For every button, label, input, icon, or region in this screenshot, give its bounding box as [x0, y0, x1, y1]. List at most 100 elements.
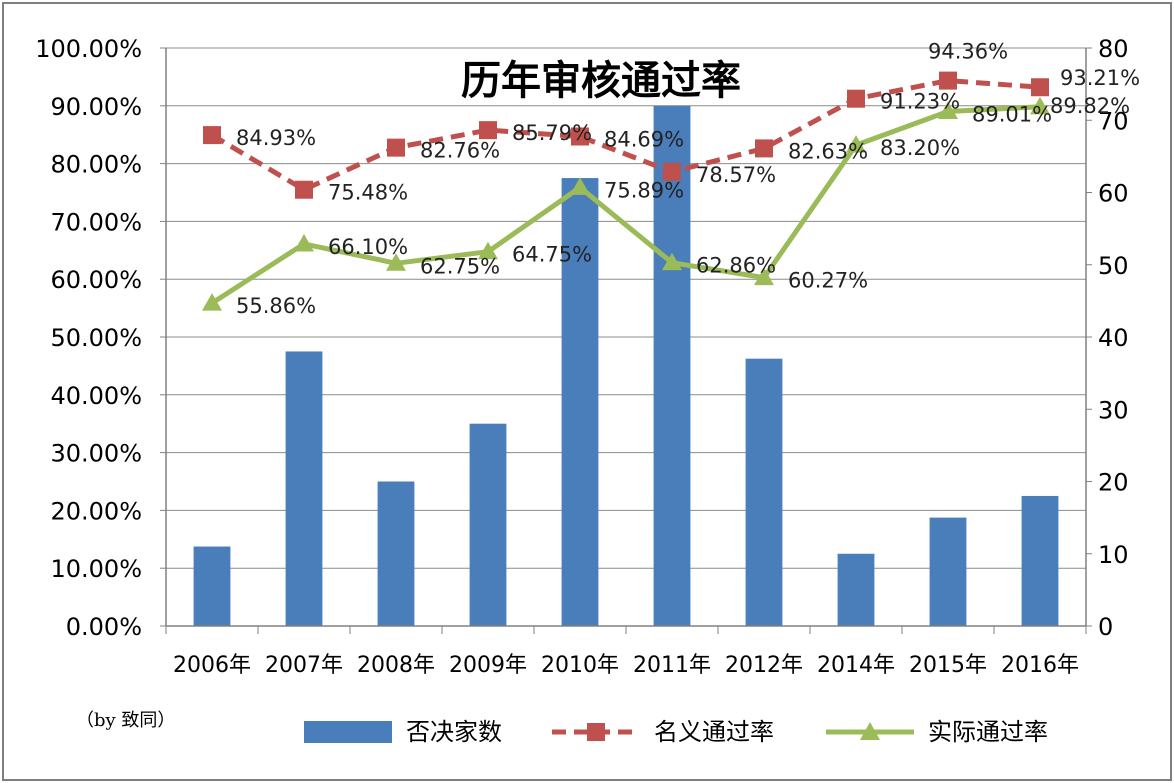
- nominal-data-label-5: 84.69%: [604, 127, 684, 151]
- x-axis-tick-label: 2006年: [173, 653, 251, 678]
- legend: 否决家数 名义通过率 实际通过率: [304, 718, 1048, 746]
- actual-data-label-5: 75.89%: [604, 178, 684, 202]
- nominal-marker-2: [295, 180, 313, 199]
- bar-8: [837, 553, 875, 626]
- actual-data-label-4: 64.75%: [512, 243, 592, 267]
- actual-marker-8: [846, 135, 866, 153]
- legend-swatch-marker-triangle: [860, 722, 880, 740]
- bar-1: [193, 546, 231, 626]
- left-axis-tick-label: 50.00%: [50, 324, 142, 352]
- actual-data-label-2: 66.10%: [328, 235, 408, 259]
- bar-4: [469, 423, 507, 626]
- x-axis-tick-label: 2008年: [357, 653, 435, 678]
- actual-data-label-9: 89.01%: [972, 103, 1052, 127]
- x-axis-tick-label: 2007年: [265, 653, 343, 678]
- actual-marker-4: [478, 241, 498, 260]
- nominal-data-label-9: 94.36%: [928, 40, 1008, 64]
- bar-3: [377, 481, 415, 626]
- nominal-data-label-10: 93.21%: [1060, 66, 1140, 90]
- left-axis-tick-label: 100.00%: [35, 35, 142, 63]
- legend-item-3: 实际通过率: [826, 718, 1048, 746]
- chart-title: 历年审核通过率: [461, 58, 741, 104]
- nominal-data-label-1: 84.93%: [236, 126, 316, 150]
- right-axis-tick-label: 0: [1098, 613, 1113, 641]
- x-axis-tick-label: 2015年: [909, 653, 987, 678]
- line-actual-path: [210, 104, 1041, 306]
- actual-marker-10: [1030, 96, 1050, 115]
- bar-5: [561, 178, 599, 627]
- nominal-marker-7: [755, 139, 773, 158]
- x-axis-tick-label: 2012年: [725, 653, 803, 678]
- right-axis-tick-label: 10: [1098, 541, 1129, 569]
- bar-7: [745, 358, 783, 626]
- bar-10: [1021, 495, 1059, 626]
- x-axis-tick-label: 2016年: [1001, 653, 1079, 678]
- line-series: [202, 71, 1050, 311]
- right-axis-tick-label: 20: [1098, 469, 1129, 497]
- actual-marker-6: [662, 252, 682, 271]
- right-axis-tick-label: 40: [1098, 324, 1129, 352]
- bar-9: [929, 517, 967, 626]
- nominal-marker-1: [203, 126, 221, 145]
- actual-marker-9: [938, 101, 958, 120]
- nominal-marker-9: [939, 71, 957, 90]
- legend-label-1: 否决家数: [406, 718, 502, 746]
- bar-series: [193, 105, 1059, 627]
- right-axis-tick-label: 60: [1098, 180, 1129, 208]
- actual-marker-3: [386, 253, 406, 271]
- nominal-marker-5: [571, 127, 589, 146]
- legend-item-2: 名义通过率: [552, 718, 774, 746]
- left-axis-tick-label: 40.00%: [50, 382, 142, 410]
- bar-2: [285, 351, 323, 626]
- right-axis-tick-label: 50: [1098, 252, 1129, 280]
- left-axis-tick-label: 80.00%: [50, 151, 142, 179]
- left-axis-tick-label: 20.00%: [50, 497, 142, 525]
- actual-data-label-1: 55.86%: [236, 294, 316, 318]
- x-axis-tick-label: 2010年: [541, 653, 619, 678]
- actual-data-label-8: 83.20%: [880, 136, 960, 160]
- left-axis-tick-label: 70.00%: [50, 208, 142, 236]
- nominal-data-label-7: 82.63%: [788, 139, 868, 163]
- nominal-marker-10: [1031, 78, 1049, 97]
- nominal-data-label-8: 91.23%: [880, 90, 960, 114]
- actual-marker-2: [294, 233, 314, 252]
- actual-data-label-7: 60.27%: [788, 269, 868, 293]
- left-axis-tick-label: 10.00%: [50, 555, 142, 583]
- nominal-marker-3: [387, 138, 405, 157]
- left-axis-tick-label: 60.00%: [50, 266, 142, 294]
- actual-marker-7: [754, 267, 774, 286]
- x-axis-tick-label: 2009年: [449, 653, 527, 678]
- left-axis-tick-label: 90.00%: [50, 93, 142, 121]
- nominal-marker-8: [847, 89, 865, 108]
- actual-data-label-3: 62.75%: [420, 254, 500, 278]
- actual-marker-5: [570, 177, 590, 195]
- left-axis-tick-label: 0.00%: [66, 613, 142, 641]
- axes: 0.00% 10.00% 20.00% 30.00% 40.00% 50.00% 60.00…: [35, 35, 1128, 678]
- nominal-data-label-6: 78.57%: [696, 163, 776, 187]
- actual-data-label-10: 89.82%: [1050, 94, 1130, 118]
- nominal-marker-4: [479, 121, 497, 140]
- right-axis-tick-label: 70: [1098, 107, 1129, 135]
- nominal-data-label-4: 85.79%: [512, 121, 592, 145]
- chart-svg: 0.00% 10.00% 20.00% 30.00% 40.00% 50.00% 60.00…: [35, 35, 1140, 746]
- x-axis-tick-label: 2014年: [817, 653, 895, 678]
- actual-marker-1: [202, 293, 222, 311]
- legend-item-1: 否决家数: [304, 718, 502, 746]
- legend-swatch-bars: [304, 721, 392, 743]
- nominal-data-label-2: 75.48%: [328, 181, 408, 205]
- left-axis-tick-label: 30.00%: [50, 440, 142, 468]
- data-labels: 84.93% 75.48% 82.76% 85.79% 84.69% 78.57% 82.6…: [236, 40, 1140, 319]
- line-nominal-path: [210, 78, 1041, 193]
- nominal-data-label-3: 82.76%: [420, 139, 500, 163]
- legend-label-2: 名义通过率: [654, 718, 774, 746]
- legend-swatch-marker-square: [587, 723, 605, 741]
- credit-text: （by 致同）: [76, 710, 175, 731]
- x-axis-tick-label: 2011年: [633, 653, 711, 678]
- legend-label-3: 实际通过率: [928, 718, 1048, 746]
- right-axis-tick-label: 80: [1098, 35, 1129, 63]
- right-axis-tick-label: 30: [1098, 396, 1129, 424]
- actual-data-label-6: 62.86%: [696, 254, 776, 278]
- nominal-marker-6: [663, 162, 681, 181]
- bar-6: [653, 105, 691, 627]
